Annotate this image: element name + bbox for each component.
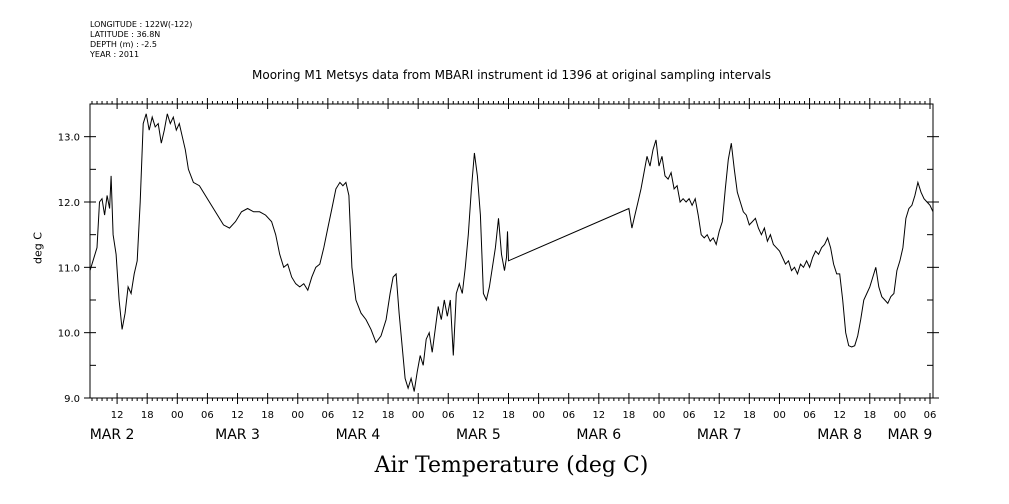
meta-latitude: LATITUDE : 36.8N <box>90 30 161 39</box>
hour-tick-label: 18 <box>261 410 274 421</box>
hour-tick-label: 06 <box>201 410 214 421</box>
hour-tick-label: 18 <box>743 410 756 421</box>
hour-tick-label: 18 <box>502 410 515 421</box>
day-label: MAR 5 <box>456 427 501 443</box>
hour-tick-label: 12 <box>231 410 244 421</box>
hour-tick-label: 06 <box>442 410 455 421</box>
day-label: MAR 2 <box>90 427 135 443</box>
hour-tick-label: 00 <box>291 410 304 421</box>
hour-tick-label: 18 <box>623 410 636 421</box>
hour-tick-label: 06 <box>924 410 937 421</box>
hour-tick-label: 00 <box>532 410 545 421</box>
hour-tick-label: 06 <box>562 410 575 421</box>
day-label: MAR 6 <box>576 427 621 443</box>
meta-depth: DEPTH (m) : -2.5 <box>90 40 157 49</box>
y-tick-label: 13.0 <box>58 133 80 144</box>
y-axis-label: deg C <box>31 232 45 264</box>
hour-tick-label: 12 <box>352 410 365 421</box>
hour-tick-label: 06 <box>683 410 696 421</box>
day-label: MAR 9 <box>888 427 933 443</box>
day-label: MAR 3 <box>215 427 260 443</box>
y-tick-label: 9.0 <box>64 394 80 405</box>
hour-tick-label: 18 <box>141 410 154 421</box>
hour-tick-label: 12 <box>713 410 726 421</box>
meta-longitude: LONGITUDE : 122W(-122) <box>90 20 193 29</box>
meta-year: YEAR : 2011 <box>90 50 140 59</box>
hour-tick-label: 12 <box>592 410 605 421</box>
hour-tick-label: 00 <box>894 410 907 421</box>
hour-tick-label: 18 <box>382 410 395 421</box>
hour-tick-label: 00 <box>412 410 425 421</box>
metadata-block: LONGITUDE : 122W(-122) LATITUDE : 36.8N … <box>90 20 192 60</box>
day-label: MAR 8 <box>817 427 862 443</box>
day-label: MAR 4 <box>336 427 381 443</box>
hour-tick-label: 00 <box>653 410 666 421</box>
hour-tick-label: 12 <box>833 410 846 421</box>
hour-tick-labels: 12 18 00 06 12 18 00 06 12 18 00 06 12 18 00 06 12 18 00 06… <box>111 410 937 421</box>
plot-frame <box>89 103 934 399</box>
hour-tick-label: 00 <box>773 410 786 421</box>
y-tick-label: 11.0 <box>58 263 80 274</box>
minor-ticks <box>90 98 933 404</box>
hour-tick-label: 00 <box>171 410 184 421</box>
hour-tick-label: 12 <box>472 410 485 421</box>
major-ticks <box>84 104 939 399</box>
chart-title: Mooring M1 Metsys data from MBARI instru… <box>252 68 771 82</box>
y-tick-labels: 9.0 10.0 11.0 12.0 13.0 <box>58 133 80 405</box>
air-temperature-line <box>89 113 934 392</box>
y-tick-label: 12.0 <box>58 198 80 209</box>
y-tick-label: 10.0 <box>58 329 80 340</box>
x-axis-label: Air Temperature (deg C) <box>374 453 649 478</box>
hour-tick-label: 18 <box>863 410 876 421</box>
hour-tick-label: 06 <box>321 410 334 421</box>
hour-tick-label: 06 <box>803 410 816 421</box>
day-label: MAR 7 <box>697 427 742 443</box>
day-labels: MAR 2 MAR 3 MAR 4 MAR 5 MAR 6 MAR 7 MAR 8 MAR 9 <box>90 427 933 443</box>
hour-tick-label: 12 <box>111 410 124 421</box>
